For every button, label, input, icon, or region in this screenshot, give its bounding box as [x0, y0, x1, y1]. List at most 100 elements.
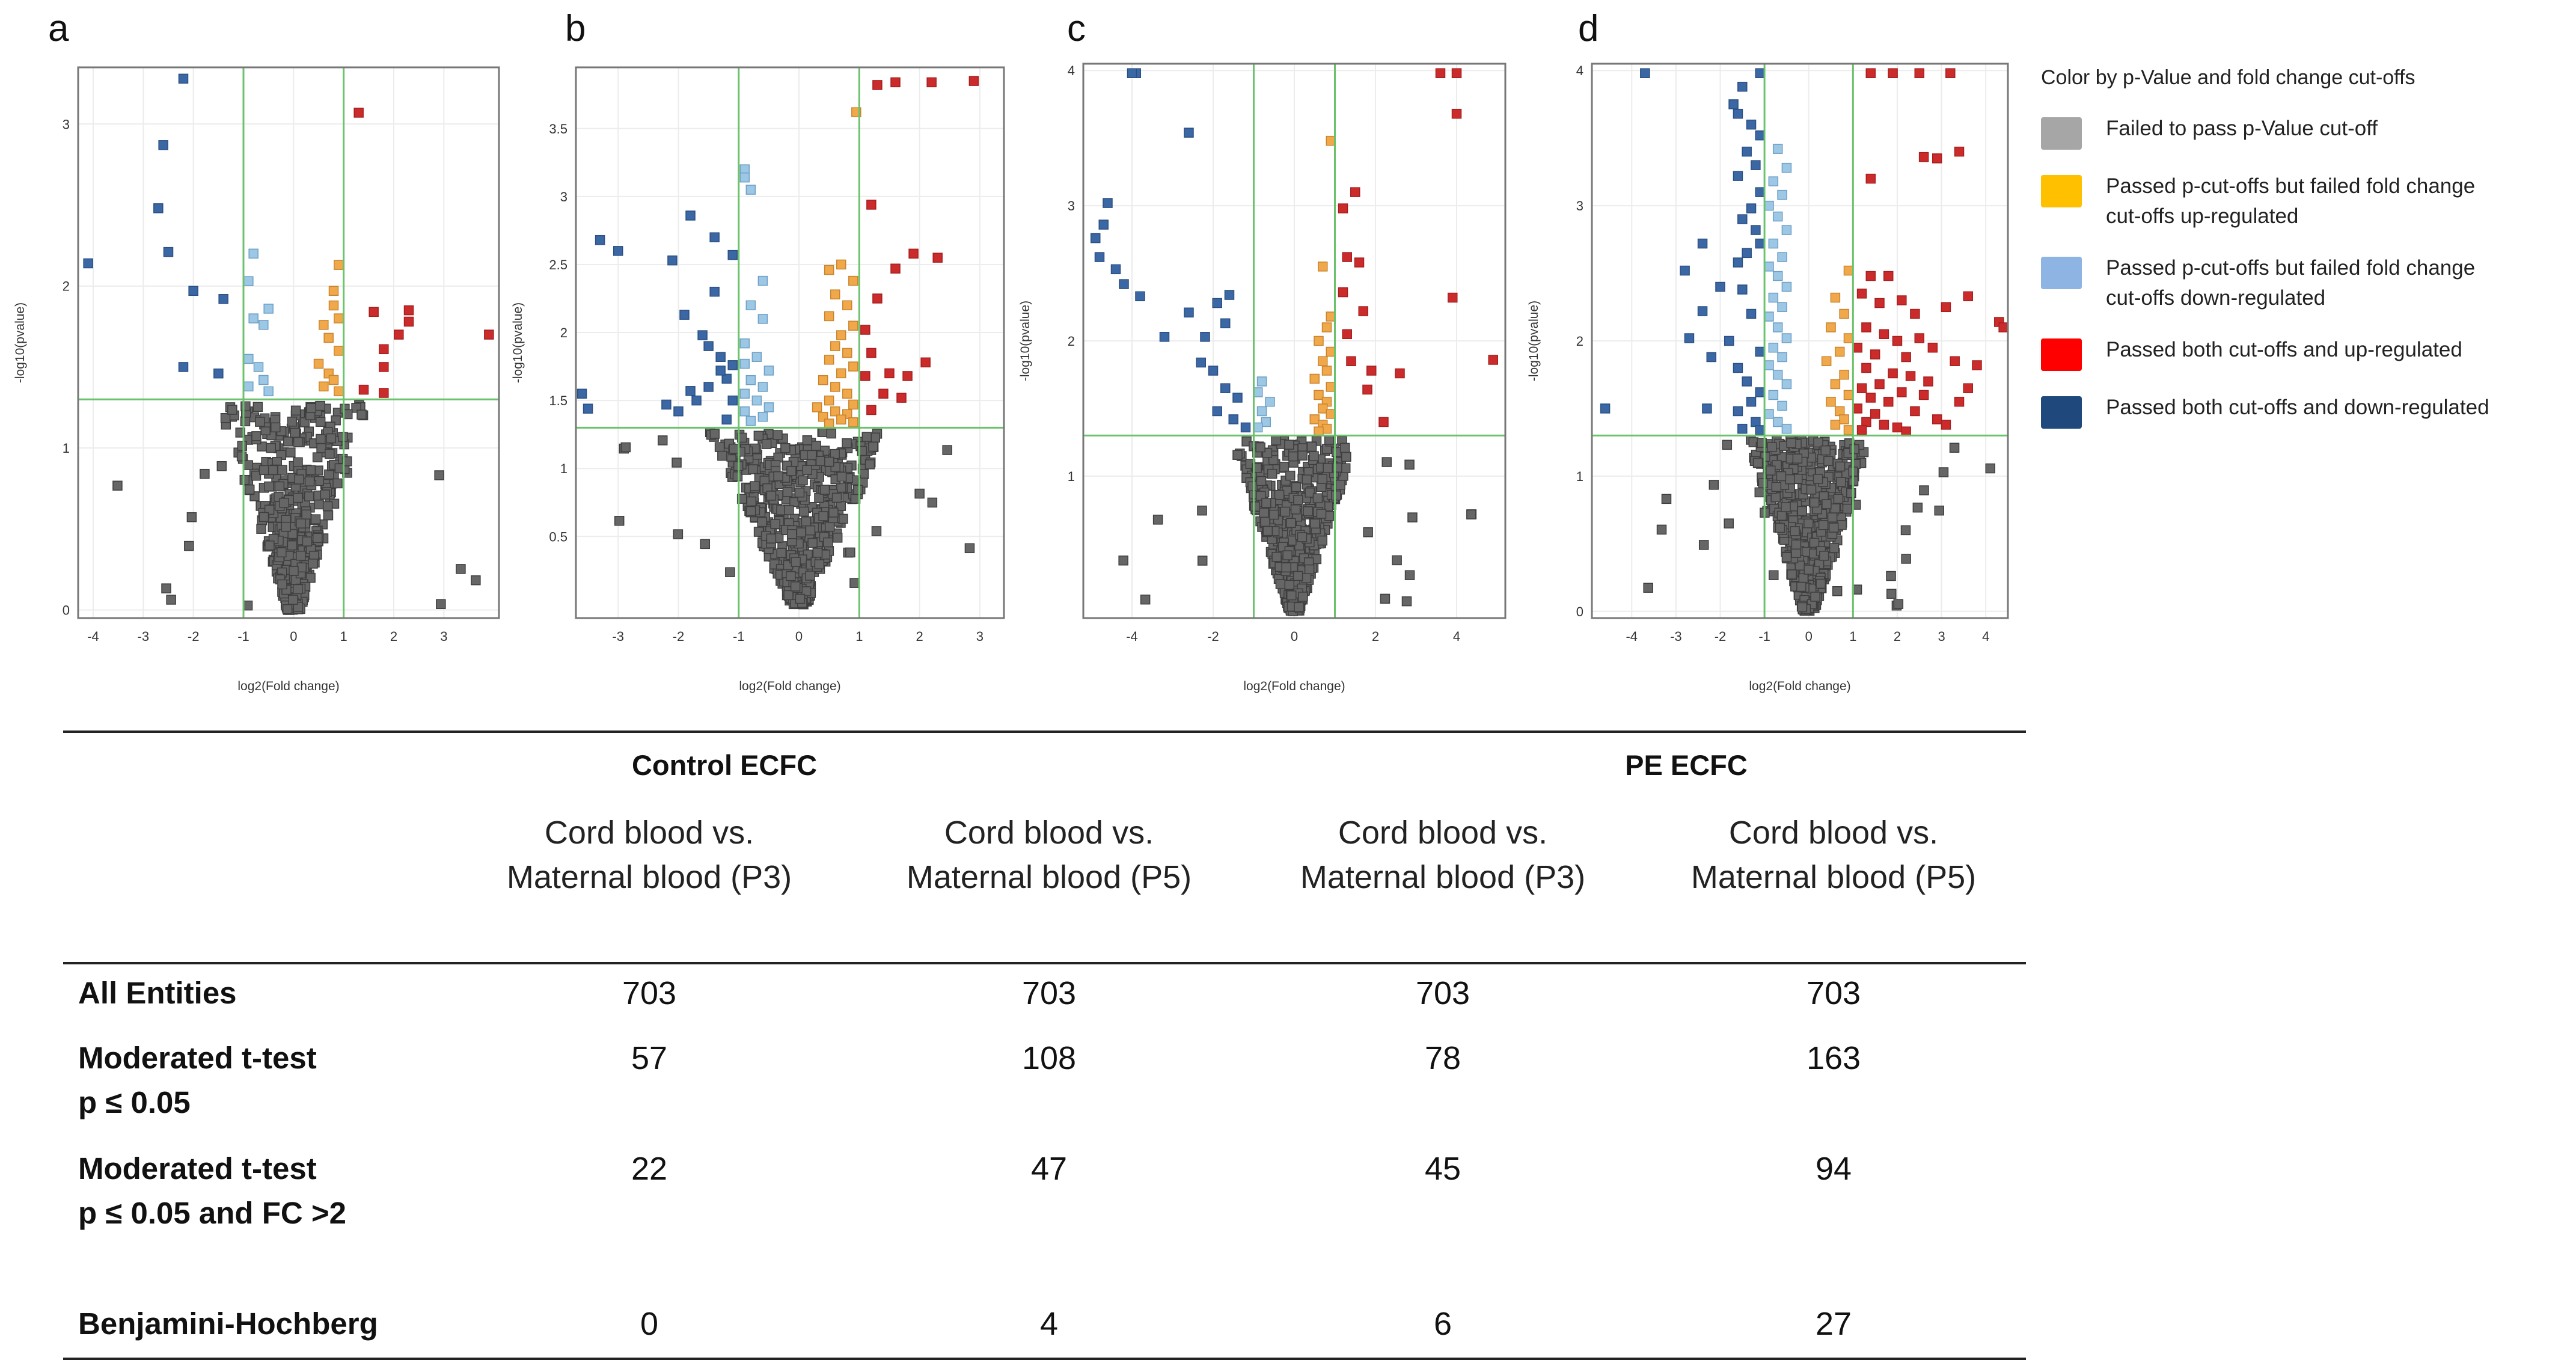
data-point-down — [727, 360, 738, 370]
data-point-failed — [1324, 435, 1335, 445]
data-point-ns-up — [1839, 369, 1849, 380]
data-point-ns-down — [1261, 417, 1271, 427]
data-point-down — [703, 382, 714, 392]
y-tick-label: 2 — [1068, 334, 1075, 349]
data-point-failed — [836, 482, 846, 493]
data-point-down — [1737, 81, 1748, 92]
data-point-ns-up — [313, 358, 324, 369]
data-point-failed — [1776, 471, 1787, 482]
data-point-up — [1870, 409, 1880, 419]
y-axis-label: -log10(pvalue) — [13, 302, 27, 383]
data-point-failed — [1279, 462, 1290, 472]
data-point-failed — [323, 510, 334, 521]
data-point-up — [1883, 396, 1894, 407]
table-bottom-rule — [63, 1358, 2026, 1360]
data-point-failed — [717, 450, 727, 461]
data-point-ns-down — [1777, 302, 1787, 313]
data-point-ns-down — [1768, 390, 1779, 400]
data-point-failed — [1290, 504, 1301, 515]
data-point-failed — [823, 537, 833, 548]
data-point-failed — [242, 600, 253, 611]
data-point-down — [1208, 366, 1219, 376]
x-tick-label: 1 — [340, 629, 347, 644]
data-point-down — [595, 234, 605, 245]
data-point-up — [1861, 363, 1871, 373]
data-point-ns-up — [848, 320, 858, 331]
data-point-failed — [1985, 463, 1995, 474]
data-point-down — [1746, 396, 1757, 407]
data-point-failed — [356, 409, 367, 420]
data-point-failed — [838, 513, 848, 524]
data-point-failed — [1304, 564, 1315, 575]
data-point-failed — [1798, 573, 1809, 584]
data-point-down — [685, 386, 696, 396]
data-point-failed — [1804, 518, 1814, 529]
data-point-down — [715, 352, 726, 362]
data-point-failed — [815, 456, 826, 466]
data-point-down — [1135, 291, 1145, 302]
data-point-failed — [456, 564, 466, 574]
x-tick-label: -4 — [87, 629, 99, 644]
data-point-ns-down — [1781, 225, 1792, 235]
data-point-down — [667, 255, 678, 266]
data-point-down — [1742, 146, 1752, 157]
data-point-failed — [283, 436, 293, 447]
data-point-ns-up — [319, 381, 329, 391]
data-point-down — [697, 330, 708, 340]
data-point-down — [1127, 68, 1137, 78]
data-point-up — [926, 77, 937, 88]
table-cell: 163 — [1806, 1040, 1861, 1076]
data-point-failed — [802, 435, 813, 446]
data-point-failed — [1949, 443, 1960, 453]
data-point-failed — [1919, 485, 1929, 495]
data-point-ns-down — [739, 406, 750, 417]
y-tick-label: 3 — [560, 189, 568, 204]
data-point-ns-down — [263, 304, 274, 314]
data-point-up — [1448, 292, 1458, 303]
data-point-failed — [216, 461, 227, 471]
data-point-failed — [1291, 482, 1302, 492]
data-point-failed — [1316, 509, 1327, 519]
data-point-up — [1861, 322, 1871, 332]
data-point-failed — [293, 492, 303, 503]
data-point-failed — [1886, 589, 1897, 599]
data-point-failed — [672, 458, 682, 468]
data-point-failed — [826, 428, 837, 439]
data-point-down — [727, 395, 738, 406]
data-point-up — [1378, 417, 1389, 427]
data-point-failed — [1833, 494, 1844, 504]
legend-swatch-ns-up — [2041, 175, 2082, 207]
data-point-ns-up — [830, 406, 840, 417]
data-point-failed — [1275, 579, 1286, 589]
data-point-failed — [1293, 571, 1303, 581]
data-point-ns-up — [848, 417, 858, 427]
y-tick-label: 3.5 — [549, 121, 568, 136]
data-point-ns-up — [1318, 403, 1328, 414]
group-header-control: Control ECFC — [631, 749, 818, 781]
data-point-up — [1941, 302, 1951, 313]
data-point-failed — [296, 518, 306, 528]
data-point-failed — [220, 412, 231, 423]
data-point-up — [932, 253, 943, 263]
data-point-down — [1746, 119, 1757, 130]
legend-label: Passed both cut-offs and down-regulated — [2106, 396, 2489, 419]
data-point-down — [715, 366, 726, 376]
data-point-up — [1865, 271, 1876, 281]
data-point-ns-up — [824, 418, 834, 429]
data-point-failed — [334, 463, 345, 474]
data-point-failed — [308, 559, 318, 569]
data-point-failed — [1271, 552, 1282, 562]
panel-letter-c: c — [1067, 8, 1086, 49]
data-point-ns-up — [1843, 390, 1854, 400]
data-point-ns-up — [824, 355, 834, 365]
table-cell: 47 — [1030, 1151, 1068, 1187]
data-point-failed — [252, 402, 263, 412]
y-axis-label: -log10(pvalue) — [511, 302, 525, 383]
data-point-failed — [1280, 506, 1290, 517]
data-point-failed — [1809, 537, 1820, 548]
data-point-failed — [1820, 445, 1831, 456]
data-point-failed — [776, 548, 786, 558]
data-point-failed — [289, 566, 299, 576]
data-point-up — [1488, 355, 1498, 365]
data-point-failed — [766, 533, 777, 544]
